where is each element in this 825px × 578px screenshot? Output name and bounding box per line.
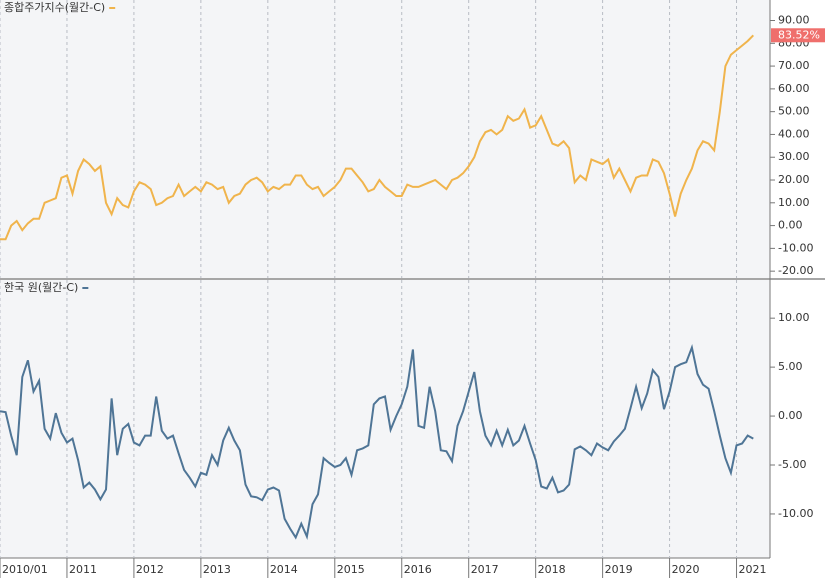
legend-label: 종합주가지수(월간-C): [4, 1, 105, 14]
y-tick-label: 0.00: [778, 409, 803, 422]
y-tick-label: 10.00: [778, 311, 810, 324]
x-tick-label: 2015: [337, 563, 365, 576]
y-tick-label: 60.00: [778, 82, 810, 95]
y-tick-label: -20.00: [778, 264, 813, 277]
x-tick-label: 2014: [270, 563, 298, 576]
x-tick-label: 2012: [136, 563, 164, 576]
y-tick-label: 90.00: [778, 14, 810, 27]
last-value-box: [771, 28, 825, 43]
series-line: [0, 343, 754, 540]
series-line: [0, 34, 755, 241]
legend-label: 한국 원(월간-C): [4, 281, 78, 294]
y-tick-label: -5.00: [778, 458, 806, 471]
x-tick-label: 2016: [404, 563, 432, 576]
x-tick-label: 2021: [739, 563, 767, 576]
x-tick-label: 2019: [605, 563, 633, 576]
y-tick-label: 10.00: [778, 196, 810, 209]
plot-background: [0, 0, 770, 278]
y-tick-label: 40.00: [778, 127, 810, 140]
x-tick-label: 2017: [471, 563, 499, 576]
y-tick-label: -10.00: [778, 507, 813, 520]
x-tick-label: 2018: [538, 563, 566, 576]
y-tick-label: 30.00: [778, 150, 810, 163]
y-tick-label: -10.00: [778, 241, 813, 254]
y-tick-label: 20.00: [778, 173, 810, 186]
x-tick-label: 2010/01: [2, 563, 48, 576]
x-tick-label: 2020: [672, 563, 700, 576]
x-tick-label: 2013: [203, 563, 231, 576]
plot-background: [0, 280, 770, 558]
y-tick-label: 5.00: [778, 360, 803, 373]
y-tick-label: 50.00: [778, 105, 810, 118]
y-tick-label: 0.00: [778, 219, 803, 232]
x-tick-label: 2011: [69, 563, 97, 576]
y-tick-label: 70.00: [778, 59, 810, 72]
last-value-label: 83.52%: [778, 28, 820, 41]
